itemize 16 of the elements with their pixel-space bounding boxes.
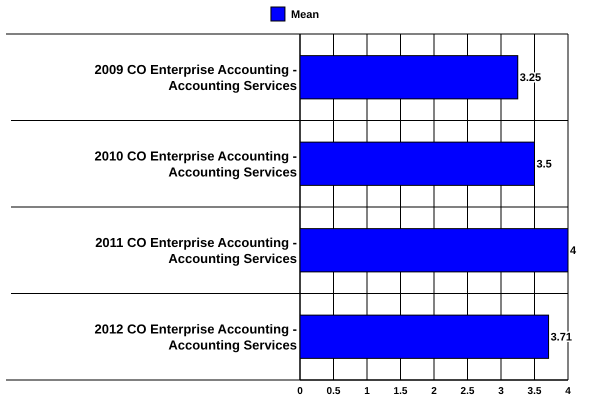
x-tick-label: 0 <box>297 386 304 397</box>
x-tick-label: 3.5 <box>528 386 542 397</box>
y-tick-label: 2009 CO Enterprise Accounting - Accounting Services <box>94 62 297 93</box>
x-tick-label: 2 <box>431 386 438 397</box>
x-tick-label: 4 <box>565 386 572 397</box>
x-tick-label: 1 <box>364 386 370 397</box>
x-tick-label: 2.5 <box>460 386 475 397</box>
y-tick-label: 2011 CO Enterprise Accounting - Accounting Services <box>95 234 297 266</box>
x-tick-label: 1.5 <box>394 386 408 397</box>
y-tick-label: 2010 CO Enterprise Accounting - Accounting Services <box>94 148 297 180</box>
data-label: 4 <box>570 245 577 258</box>
data-label: 3.5 <box>536 158 552 171</box>
x-tick-label: 3 <box>498 386 504 397</box>
legend-label: Mean <box>290 9 320 21</box>
x-tick-label: 0.5 <box>326 386 341 397</box>
y-tick-label: 2012 CO Enterprise Accounting - Accounting Services <box>94 321 297 352</box>
